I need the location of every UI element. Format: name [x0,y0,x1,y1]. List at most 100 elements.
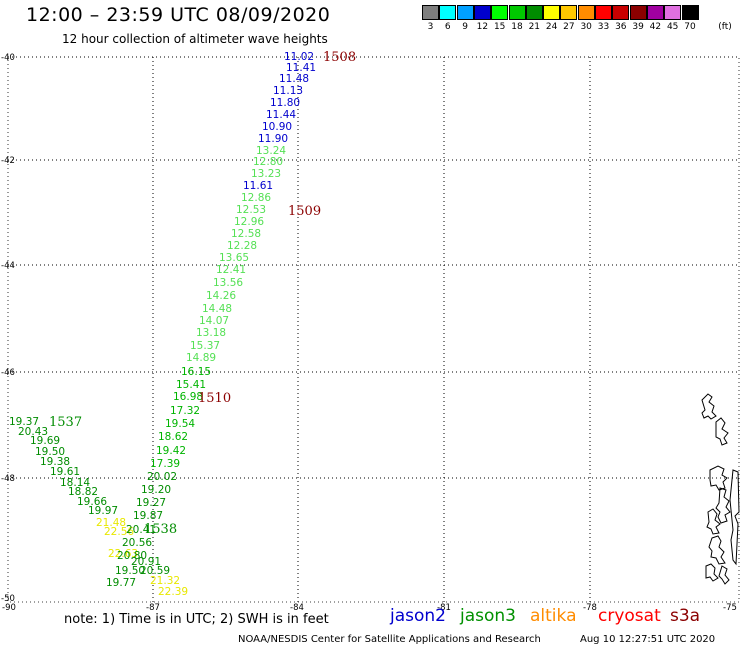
scale-swatch [422,5,439,20]
scale-label: 36 [615,22,627,32]
swh-value: 15.41 [176,379,207,391]
swh-value: 20.80 [117,550,148,562]
swh-value: 19.61 [50,466,81,478]
scale-swatch [508,5,526,20]
mission-label-cryosat: cryosat [598,606,661,626]
swh-value: 11.13 [273,85,304,97]
lat-label: -44 [1,261,15,271]
scale-swatch [456,5,474,20]
swh-value: 16.15 [181,366,212,378]
scale-swatch [543,5,561,20]
scale-label: 15 [493,22,506,32]
swh-value: 12.86 [241,192,272,204]
lat-label: -48 [1,474,15,484]
lon-label: -75 [723,603,737,613]
lat-label: -46 [1,368,15,378]
pass-number: 1538 [144,522,178,537]
swh-value: 16.98 [173,391,204,403]
scale-label: 18 [511,22,523,32]
scale-swatch [560,5,578,20]
swh-value: 17.32 [170,405,201,417]
scale-swatch [473,5,491,20]
scale-swatch [577,5,595,20]
swh-value: 20.41 [126,524,157,536]
coastline [701,393,740,585]
footer-credit: NOAA/NESDIS Center for Satellite Applica… [238,634,541,645]
scale-unit: (ft) [718,22,732,32]
lon-label: -84 [290,603,304,613]
pass-number: 1510 [198,391,232,406]
swh-value: 22.56 [104,526,135,538]
scale-label: 30 [580,22,592,32]
swh-value: 19.50 [35,446,66,458]
scale-swatch [491,5,509,20]
swh-value: 13.24 [256,145,287,157]
note-text: note: 1) Time is in UTC; 2) SWH is in fe… [64,612,329,627]
swh-value: 20.02 [147,471,178,483]
scale-label: 45 [666,22,679,32]
swh-value: 19.69 [30,435,61,447]
lat-label: -40 [1,53,15,63]
swh-value: 19.97 [88,505,119,517]
scale-label: 12 [476,22,489,32]
swh-value: 11.41 [286,62,317,74]
swh-value: 14.26 [206,290,237,302]
scale-label: 3 [427,22,434,32]
swh-value: 11.80 [270,97,301,109]
page-title: 12:00 – 23:59 UTC 08/09/2020 [26,4,331,26]
mission-label-jason3: jason3 [460,606,516,626]
swh-value: 19.66 [77,496,108,508]
swh-value: 20.91 [131,556,162,568]
swh-value: 11.44 [266,109,297,121]
scale-label: 39 [632,22,644,32]
swh-value: 11.02 [284,51,315,63]
mission-label-jason2: jason2 [390,606,446,626]
scale-label: 21 [528,22,541,32]
lon-label: -78 [583,603,597,613]
page-subtitle: 12 hour collection of altimeter wave hei… [62,32,328,46]
swh-value: 21.48 [96,517,127,529]
swh-value: 13.65 [219,252,250,264]
scale-label: 42 [649,22,662,32]
scale-swatch [629,5,647,20]
swh-value: 22.63 [108,548,139,560]
swh-value: 19.20 [141,484,172,496]
pass-number: 1508 [323,50,357,65]
swh-value: 13.56 [213,277,244,289]
scale-label: 9 [462,22,468,32]
scale-label: 33 [597,22,610,32]
swh-value: 13.23 [251,168,282,180]
swh-value: 10.90 [262,121,293,133]
swh-value: 17.39 [150,458,181,470]
scale-swatch [595,5,612,20]
scale-label: 6 [444,22,451,32]
scale-label: 70 [684,22,696,32]
swh-value: 13.18 [196,327,227,339]
swh-value: 18.62 [158,431,189,443]
swh-value: 18.82 [68,486,99,498]
scale-swatch [681,5,699,20]
swh-value: 11.61 [243,180,274,192]
swh-value: 12.80 [253,156,284,168]
lat-label: -50 [1,594,15,604]
swh-value: 19.50 [115,565,146,577]
swh-value: 22.39 [158,586,189,598]
mission-label-altika: altika [530,606,577,626]
scale-swatch [646,5,664,20]
scale-label: 27 [563,22,575,32]
swh-value: 21.32 [150,575,181,587]
lon-label: -87 [146,603,160,613]
swh-value: 14.89 [186,352,217,364]
swh-value: 12.58 [231,228,262,240]
footer-timestamp: Aug 10 12:27:51 UTC 2020 [580,634,716,645]
swh-value: 18.14 [60,477,91,489]
swh-value: 12.41 [216,264,247,276]
lat-lon-grid [8,56,740,602]
swh-value: 19.38 [40,456,71,468]
pass-number: 1537 [49,415,83,430]
mission-label-s3a: s3a [670,606,701,626]
lon-label: -81 [437,603,451,613]
scale-label: 24 [545,22,558,32]
scale-swatch [612,5,630,20]
